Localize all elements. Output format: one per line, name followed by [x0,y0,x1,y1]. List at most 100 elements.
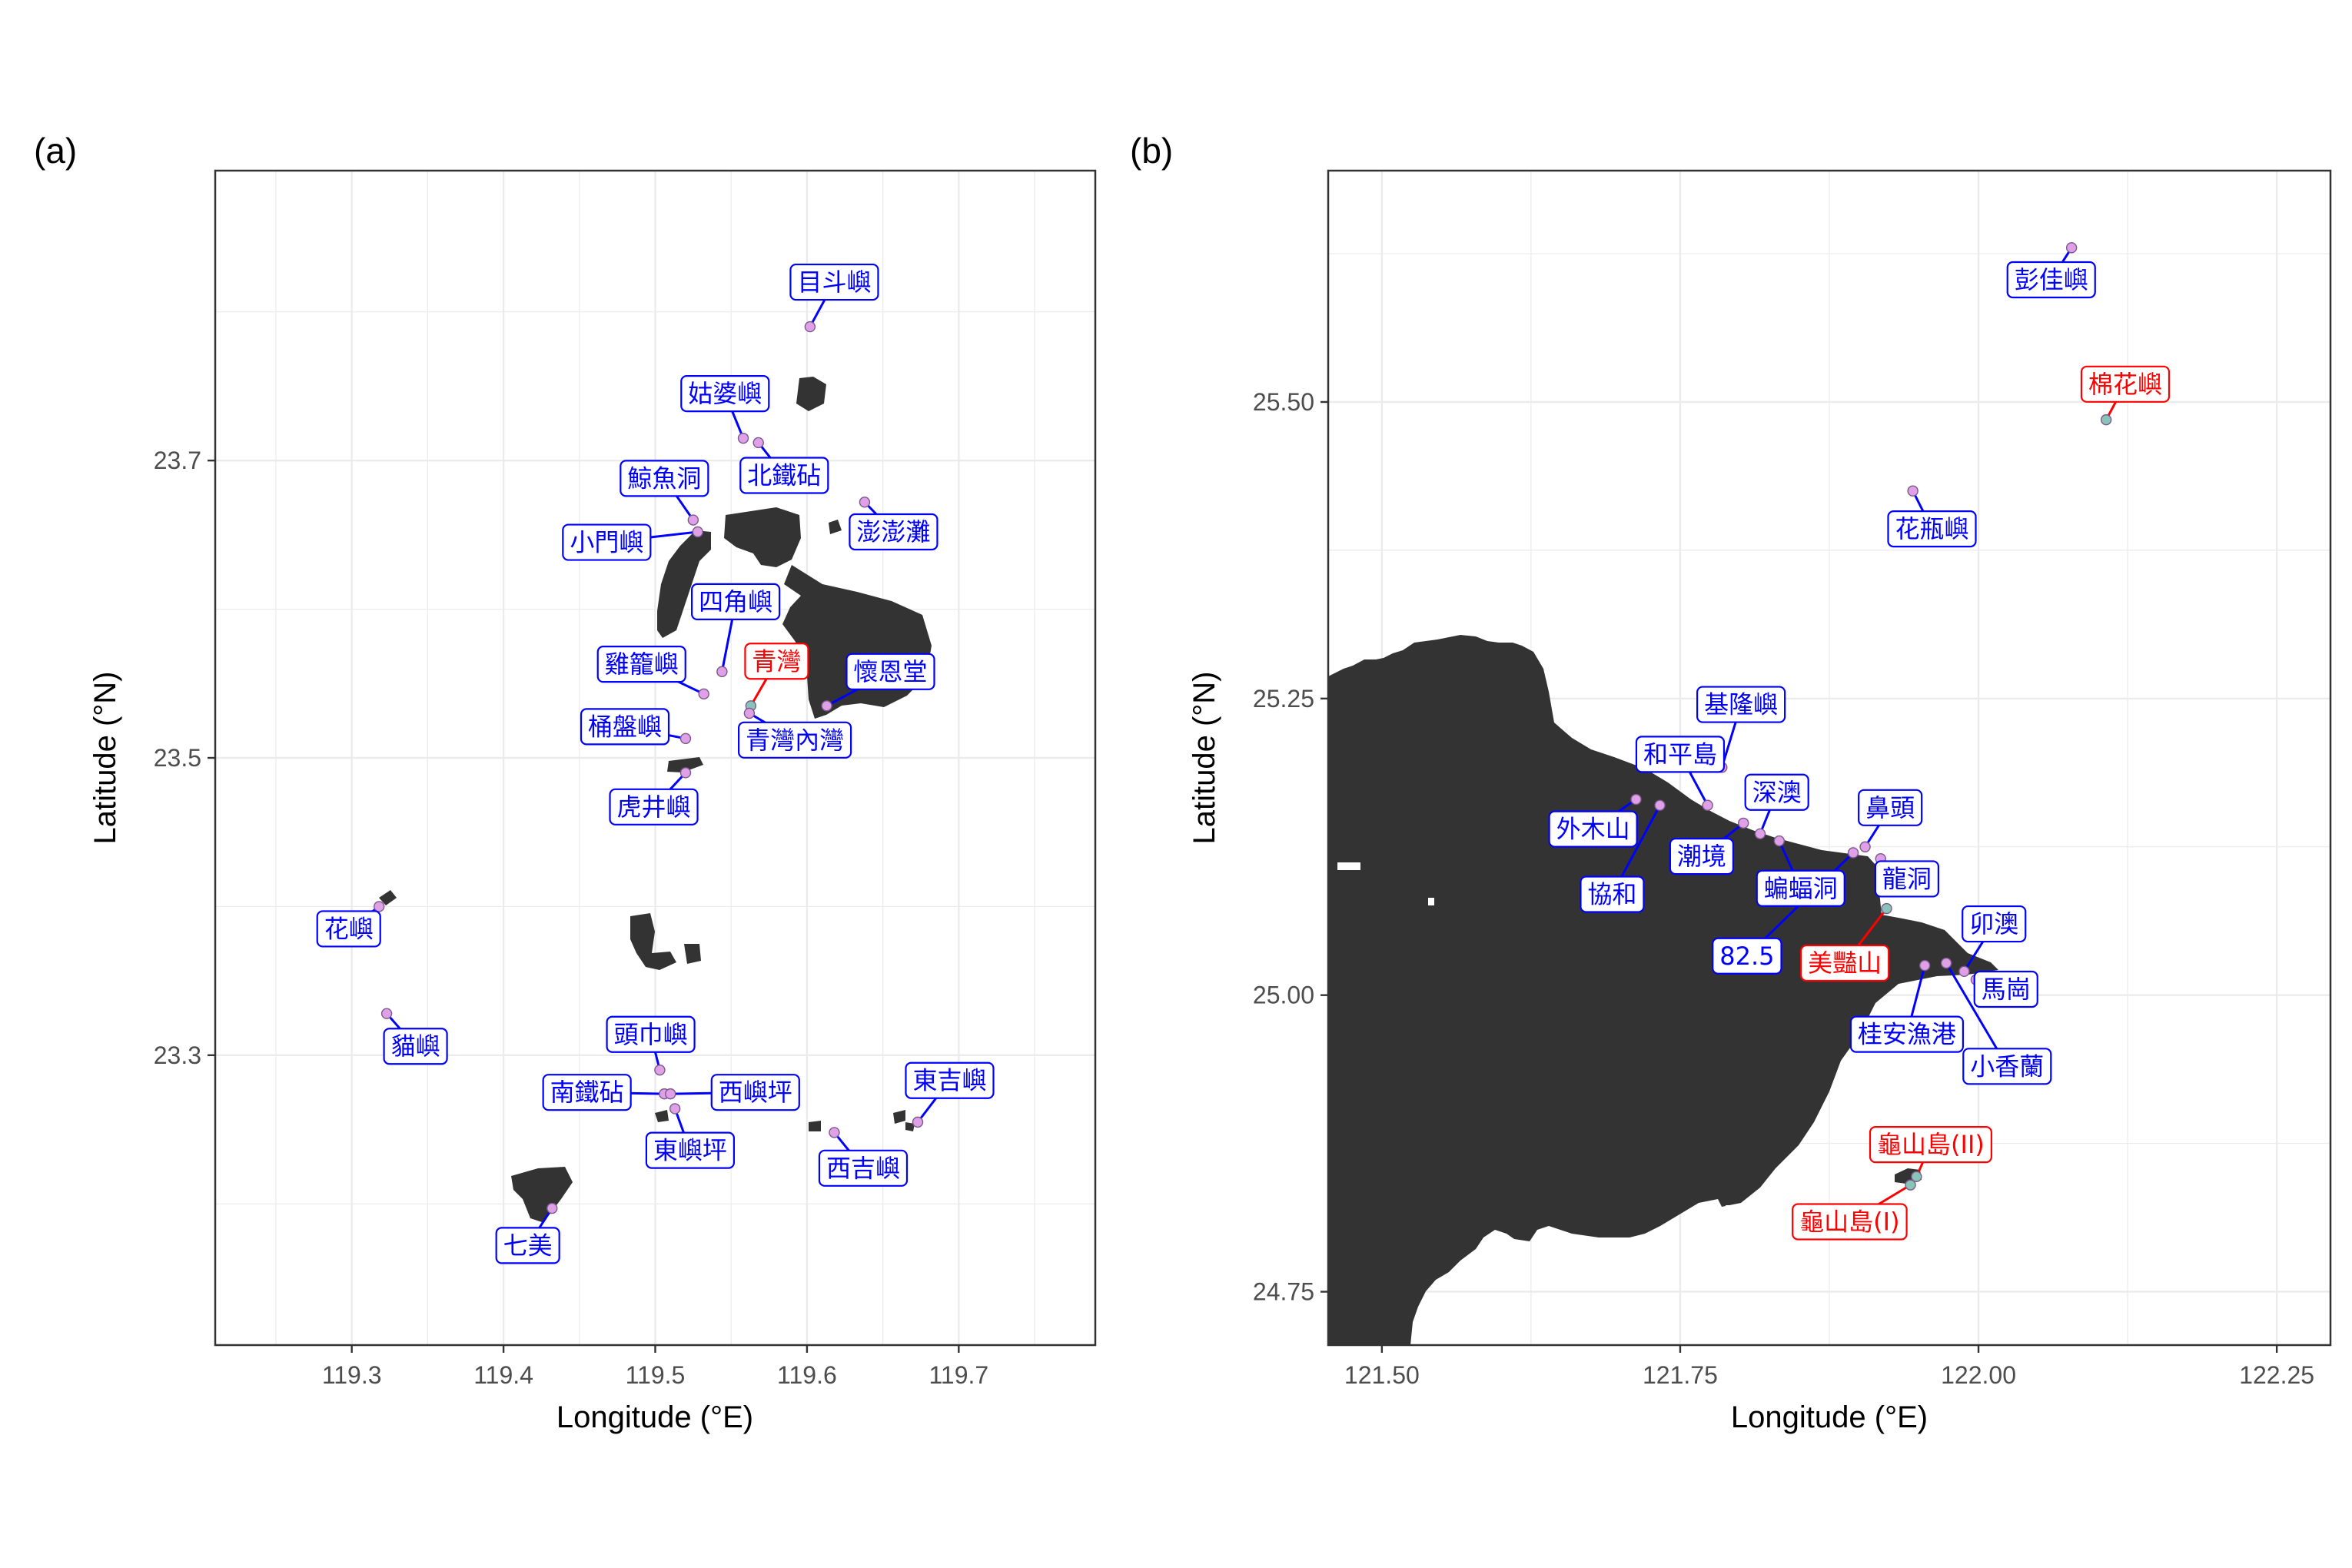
site-point [829,1127,840,1138]
site-point [1918,959,1931,972]
x-tick-label: 119.7 [929,1361,988,1389]
site-label: 懷恩堂 [845,653,935,690]
site-label-box [542,1074,632,1111]
site-label: 彭佳嶼 [2006,261,2096,299]
site-label-box [1800,944,1890,982]
site-label-text: 七美 [503,1231,553,1260]
site-point [374,901,385,912]
site-point [665,1088,676,1100]
site-point [679,733,692,745]
y-tick-label: 23.5 [154,744,201,772]
panel-tag-a: (a) [34,131,77,171]
site-points [374,321,924,1214]
site-point [1907,485,1918,497]
site-label-box [739,457,829,494]
site-label: 鼻頭 [1858,789,1923,826]
site-label-text: 小香蘭 [1970,1051,2044,1081]
site-label: 小香蘭 [1962,1048,2052,1085]
panel-b: (b) 121.50 121.75 122.00 122.25 24.75 25.00 25… [1130,131,2332,1434]
site-label-text: 西嶼坪 [719,1078,792,1107]
site-label-box [849,513,938,551]
site-label-text: 潮境 [1677,842,1726,871]
site-label-box [1744,773,1809,811]
site-label-box [1696,686,1786,723]
site-label: 東吉嶼 [905,1061,995,1099]
coast-gaps-b [1337,862,1739,1224]
site-point [669,1103,681,1115]
island-a-small-2 [829,520,842,534]
site-label-text: 彭佳嶼 [2015,265,2088,294]
site-label-text: 鼻頭 [1865,793,1915,822]
site-point [2100,414,2112,426]
site-label: 南鐵砧 [542,1074,632,1111]
island-a-small-9 [809,1121,821,1131]
site-label: 目斗嶼 [789,263,879,301]
site-label-text: 姑婆嶼 [688,379,762,408]
site-label-text: 東嶼坪 [653,1136,727,1165]
site-point [821,700,832,712]
site-label-box [1756,869,1845,907]
site-label: 棉花嶼 [2080,365,2171,403]
x-tick-label: 119.3 [322,1361,382,1389]
site-label-box [1635,736,1726,773]
site-label: 西吉嶼 [818,1149,909,1187]
site-label-box [1887,510,1977,548]
site-label-text: 北鐵砧 [747,461,821,490]
site-label: 貓嶼 [383,1028,448,1065]
island-a-small-6 [630,913,676,970]
site-point [654,1064,666,1076]
site-label-box [1580,875,1645,913]
site-point [1859,841,1871,852]
site-label: 青灣 [744,643,809,680]
main-island-north [724,507,801,567]
x-axis-title-a: Longitude (°E) [556,1400,753,1434]
panel-a: (a) 119.3 119.4 119.5 119.6 119.7 23.3 23.5 23.… [34,131,1097,1434]
site-label-text: 基隆嶼 [1704,690,1778,719]
site-label: 西嶼坪 [710,1074,800,1111]
x-tick-label: 121.75 [1643,1361,1718,1389]
site-label-text: 外木山 [1556,815,1630,844]
site-label: 澎澎灘 [849,513,938,551]
site-label-text: 和平島 [1643,739,1717,769]
site-label: 頭巾嶼 [606,1015,696,1053]
island-a-small-11 [905,1122,915,1131]
y-tick-label: 25.00 [1253,982,1314,1009]
y-axis-title-a: Latitude (°N) [88,672,122,845]
site-label-box [845,653,935,690]
site-label-text: 虎井嶼 [617,792,691,822]
site-label: 龍洞 [1874,860,1940,898]
site-label: 雞籠嶼 [596,646,686,683]
site-label-box [1548,810,1638,848]
site-label-text: 馬崗 [1982,975,2031,1004]
site-label: 北鐵砧 [739,457,829,494]
site-label: 潮境 [1669,838,1735,875]
y-tick-label: 23.3 [154,1041,201,1069]
island-a-small-10 [893,1110,905,1124]
site-label-text: 小門嶼 [570,528,643,557]
y-tick-label: 25.50 [1253,388,1314,416]
grid-a [215,171,1095,1345]
site-point [1881,902,1892,915]
site-label: 深澳 [1744,773,1809,811]
site-point [546,1202,558,1214]
site-point [1654,799,1666,811]
site-label: 外木山 [1548,810,1638,848]
site-label-box [710,1074,800,1111]
site-label-box [316,910,381,948]
site-label-text: 澎澎灘 [856,517,930,546]
y-tick-label: 24.75 [1253,1278,1314,1306]
site-label-box [1962,905,2027,943]
taiwan-north-coast [1328,635,1998,1345]
site-label-box [1874,860,1940,898]
site-label: 和平島 [1635,736,1726,773]
site-label: 鯨魚洞 [620,460,709,497]
x-tick-label: 119.4 [473,1361,533,1389]
site-point [752,437,764,449]
site-label: 花瓶嶼 [1887,510,1977,548]
coast-gap-4 [1733,1214,1739,1224]
site-label-box [1869,1126,1992,1164]
site-label-text: 協和 [1587,879,1636,909]
site-label: 東嶼坪 [645,1131,736,1169]
